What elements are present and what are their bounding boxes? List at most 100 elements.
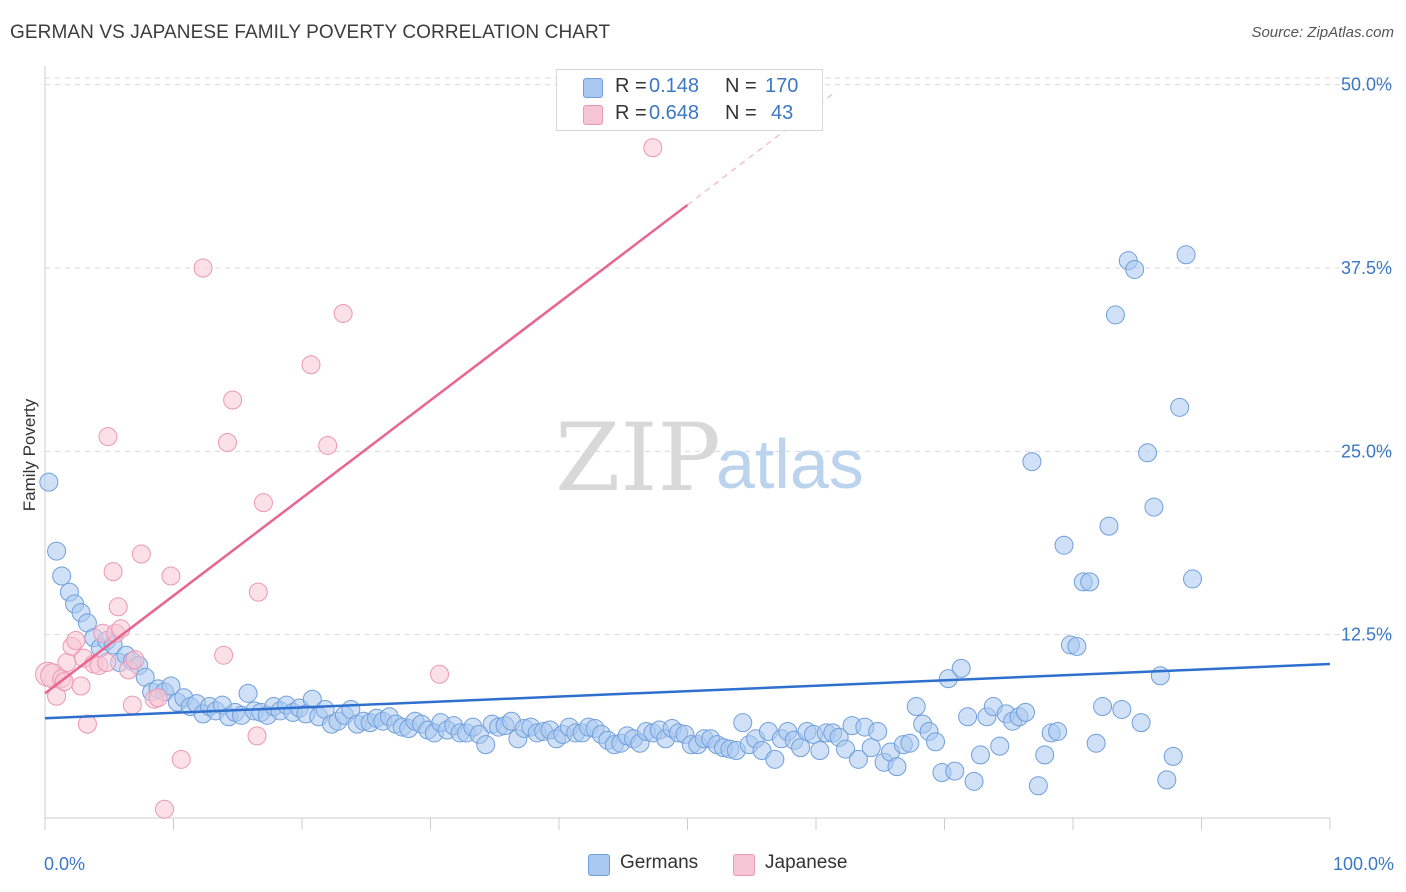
japanese-point xyxy=(247,726,267,746)
japanese-point xyxy=(171,749,191,769)
german-trend-line xyxy=(44,662,1331,720)
y-tick-label: 25.0% xyxy=(1341,441,1392,461)
german-point xyxy=(1048,721,1068,741)
german-point xyxy=(810,741,830,761)
stats-legend: R = 0.148 N = 170 R = 0.648 N = 43 xyxy=(556,69,823,131)
japanese-trend-line xyxy=(44,203,689,695)
german-point xyxy=(733,713,753,733)
x-tick-label: 100.0% xyxy=(1333,854,1394,874)
german-point xyxy=(238,683,258,703)
tick-labels: 12.5% 25.0% 37.5% 50.0% 0.0% 100.0% xyxy=(44,75,1394,874)
japanese-point xyxy=(333,303,353,323)
bottom-legend-japanese: Japanese xyxy=(765,852,848,873)
german-point xyxy=(1150,666,1170,686)
legend-n-value: 43 xyxy=(771,102,794,124)
legend-r-label: R = xyxy=(615,75,647,97)
german-point xyxy=(39,472,59,492)
german-point xyxy=(990,736,1010,756)
grid-lines xyxy=(45,77,1392,636)
japanese-point xyxy=(77,714,97,734)
japanese-point xyxy=(108,597,128,617)
german-point xyxy=(47,541,67,561)
german-point xyxy=(868,721,888,741)
german-point xyxy=(1105,305,1125,325)
japanese-point xyxy=(214,645,234,665)
german-points xyxy=(39,245,1203,796)
german-point xyxy=(1054,535,1074,555)
japanese-point xyxy=(131,544,151,564)
german-point xyxy=(1028,776,1048,796)
german-point xyxy=(836,739,856,759)
legend-r-value: 0.148 xyxy=(649,75,700,97)
bottom-legend-swatch-japanese xyxy=(733,854,755,876)
legend-swatch-germans xyxy=(583,78,603,98)
chart-title: GERMAN VS JAPANESE FAMILY POVERTY CORREL… xyxy=(10,22,611,43)
german-point xyxy=(970,745,990,765)
german-point xyxy=(1176,245,1196,265)
chart-source: Source: ZipAtlas.com xyxy=(1251,24,1394,41)
japanese-point xyxy=(161,566,181,586)
bottom-legend-germans: Germans xyxy=(620,852,699,873)
german-point xyxy=(958,707,978,727)
german-point xyxy=(887,757,907,777)
japanese-point xyxy=(301,355,321,375)
y-tick-label: 37.5% xyxy=(1341,258,1392,278)
japanese-point xyxy=(103,562,123,582)
german-point xyxy=(1022,452,1042,472)
german-point xyxy=(848,749,868,769)
german-point xyxy=(1125,259,1145,279)
legend-n-label: N = xyxy=(725,102,757,124)
japanese-point xyxy=(248,582,268,602)
japanese-point xyxy=(66,631,86,651)
japanese-point xyxy=(155,799,175,819)
german-point xyxy=(1170,397,1190,417)
y-axis-label: Family Poverty xyxy=(20,398,39,511)
legend-n-value: 170 xyxy=(765,75,799,97)
legend-swatch-japanese xyxy=(583,105,603,125)
japanese-point xyxy=(125,650,145,670)
german-point xyxy=(1138,443,1158,463)
german-point xyxy=(476,735,496,755)
german-point xyxy=(964,771,984,791)
german-point xyxy=(1035,745,1055,765)
japanese-point xyxy=(57,653,77,673)
japanese-point xyxy=(47,686,67,706)
japanese-point xyxy=(193,258,213,278)
legend-n-label: N = xyxy=(725,75,757,97)
japanese-point xyxy=(217,433,237,453)
german-point xyxy=(765,749,785,769)
german-point xyxy=(900,733,920,753)
legend-r-value: 0.648 xyxy=(649,102,700,124)
german-point xyxy=(161,676,181,696)
japanese-point xyxy=(148,688,168,708)
german-point xyxy=(1086,733,1106,753)
german-point xyxy=(1067,636,1087,656)
japanese-point xyxy=(71,676,91,696)
legend-r-label: R = xyxy=(615,102,647,124)
legend-row-germans: R = 0.148 N = 170 xyxy=(557,74,822,100)
german-point xyxy=(945,761,965,781)
german-point xyxy=(791,738,811,758)
x-tick-label: 0.0% xyxy=(44,854,85,874)
japanese-point xyxy=(318,435,338,455)
german-point xyxy=(1015,702,1035,722)
german-point xyxy=(951,658,971,678)
y-tick-label: 50.0% xyxy=(1341,75,1392,95)
german-point xyxy=(1093,697,1113,717)
japanese-point xyxy=(643,138,663,158)
japanese-point xyxy=(223,390,243,410)
legend-row-japanese: R = 0.648 N = 43 xyxy=(557,101,822,127)
german-point xyxy=(1131,713,1151,733)
japanese-point xyxy=(253,493,273,513)
german-point xyxy=(1080,572,1100,592)
german-point xyxy=(1163,746,1183,766)
german-point xyxy=(1112,699,1132,719)
german-point xyxy=(861,738,881,758)
japanese-point xyxy=(122,695,142,715)
german-point xyxy=(1144,497,1164,517)
watermark-zip: ZIP xyxy=(555,404,721,513)
german-point xyxy=(906,697,926,717)
japanese-point xyxy=(98,427,118,447)
german-point xyxy=(1157,770,1177,790)
